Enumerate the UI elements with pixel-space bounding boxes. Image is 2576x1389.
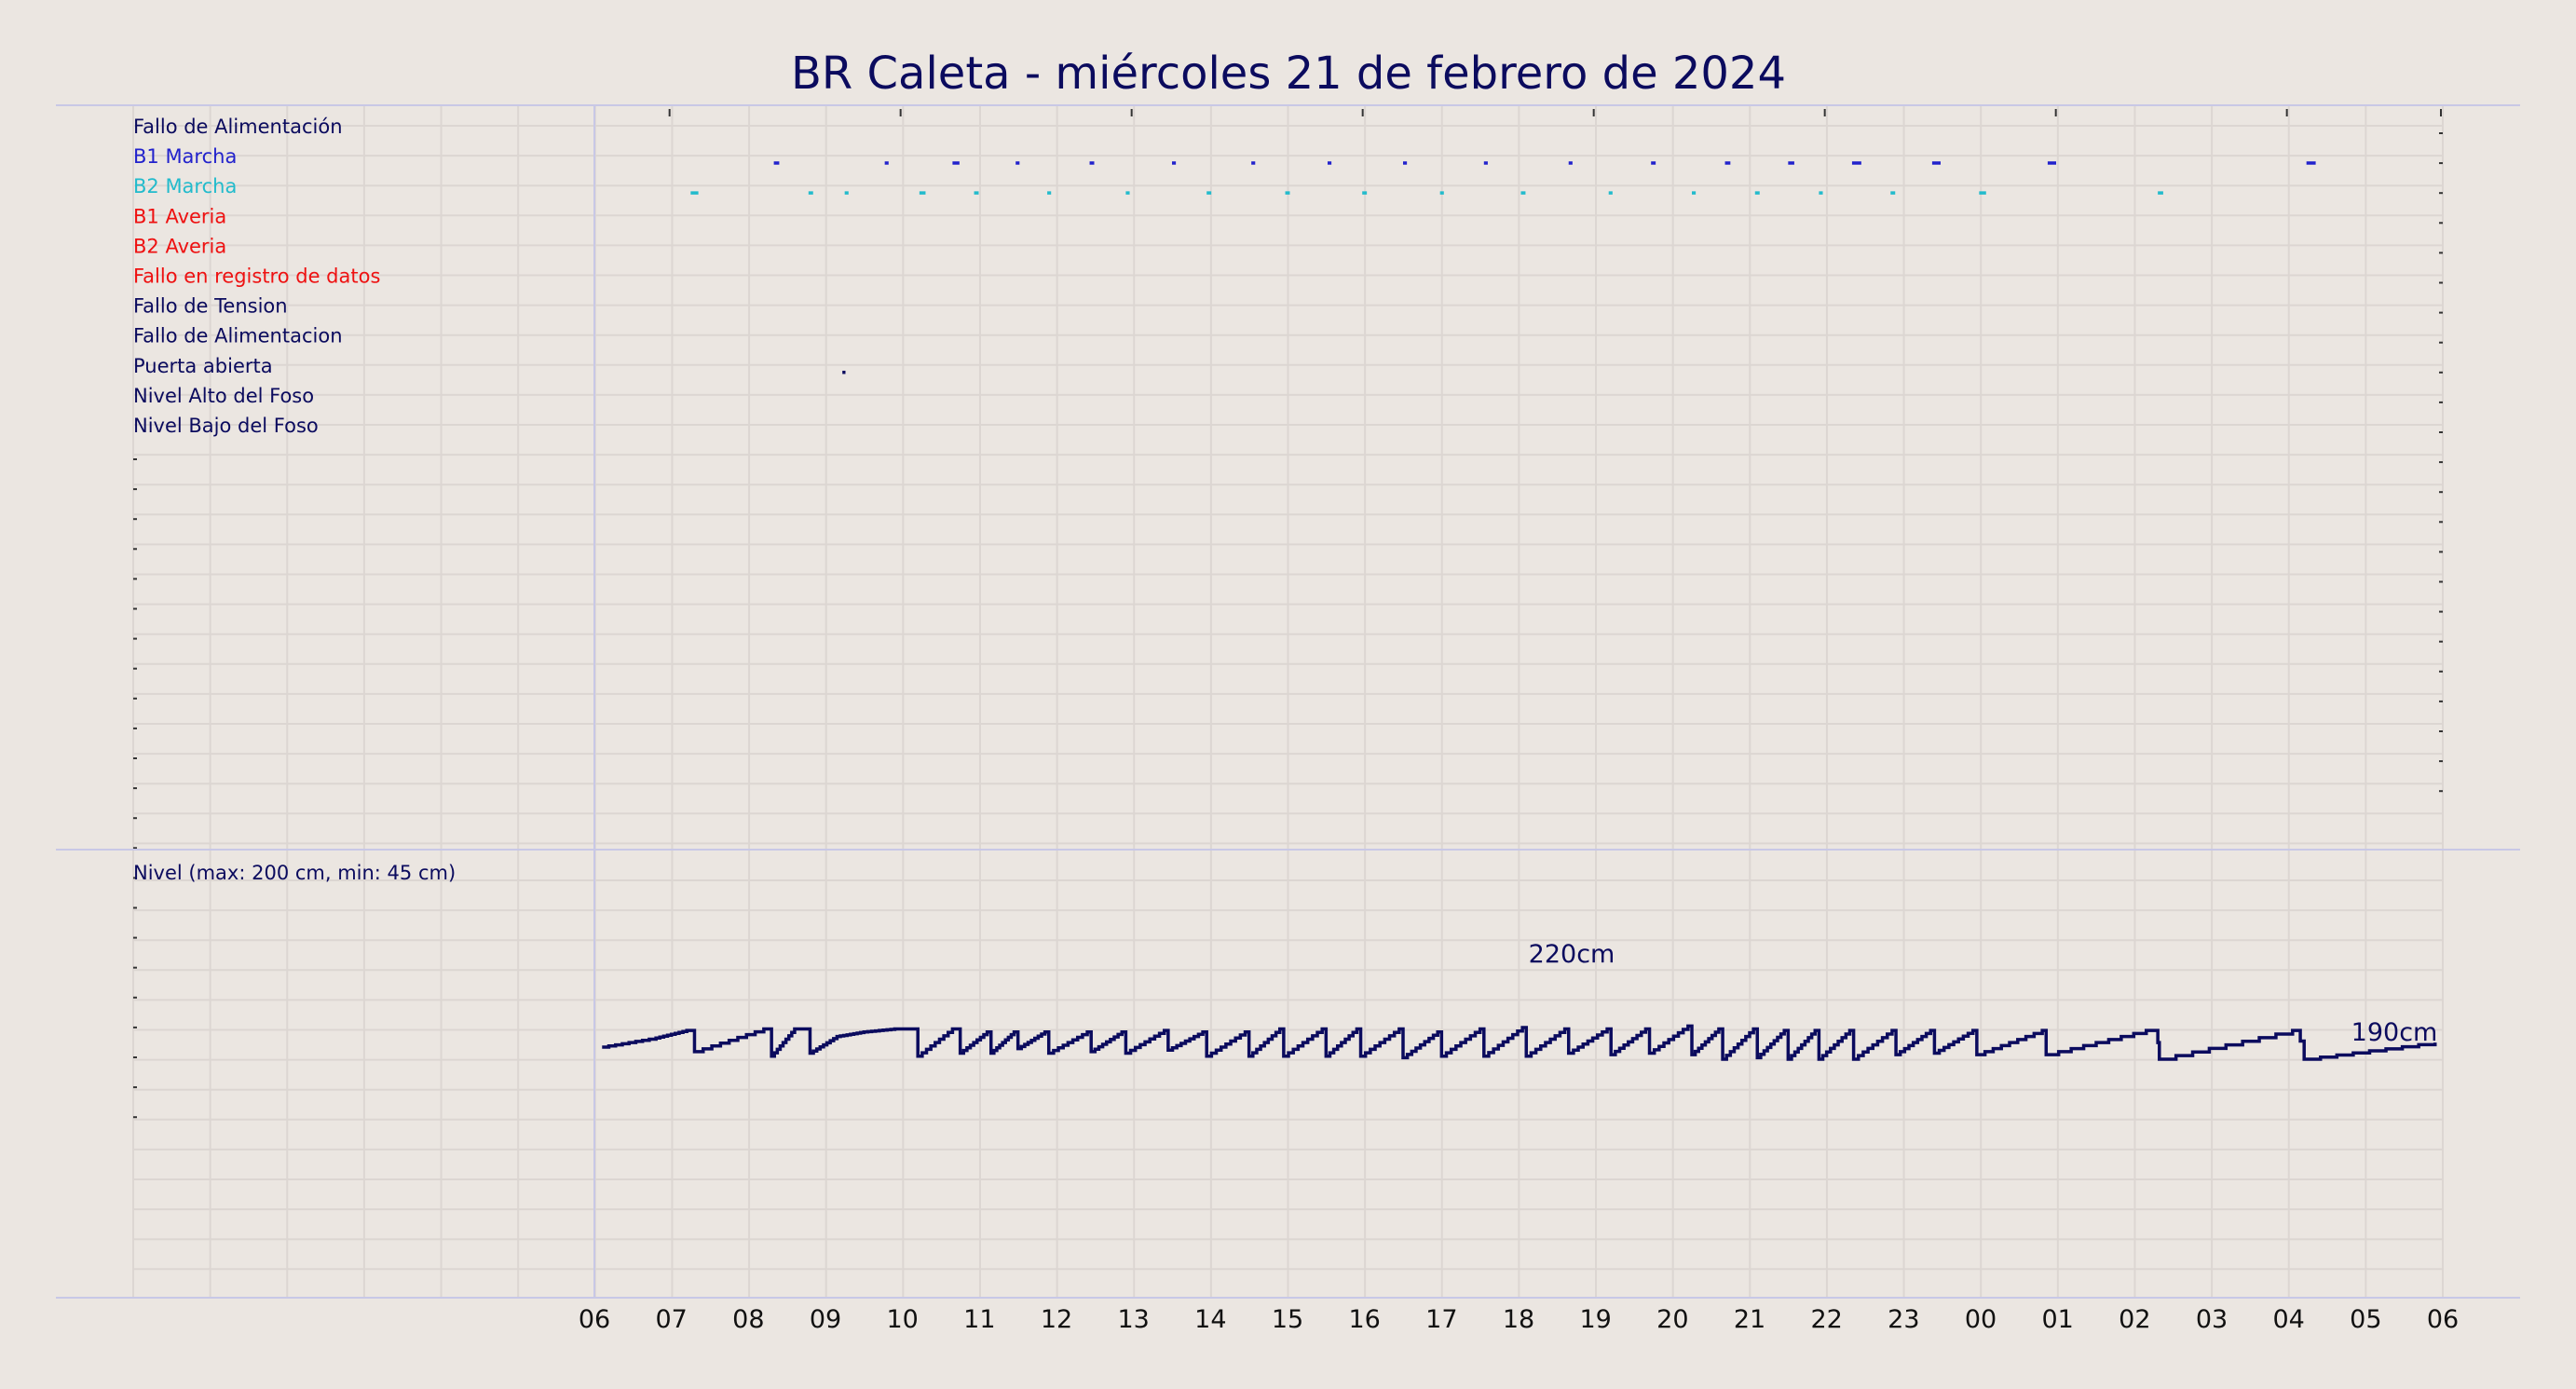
- x-tick-label: 05: [2350, 1305, 2381, 1334]
- x-tick-label: 11: [963, 1305, 995, 1334]
- last-level-annotation: 190cm: [2351, 1018, 2438, 1047]
- x-tick-label: 14: [1194, 1305, 1226, 1334]
- signal-events: [690, 161, 2316, 374]
- x-tick-label: 07: [655, 1305, 687, 1334]
- level-panel-label: Nivel (max: 200 cm, min: 45 cm): [133, 862, 456, 884]
- x-tick-label: 09: [810, 1305, 841, 1334]
- level-series-line: [602, 1024, 2437, 1061]
- x-tick-label: 03: [2196, 1305, 2228, 1334]
- x-tick-label: 06: [579, 1305, 610, 1334]
- signal-label: B2 Marcha: [133, 175, 237, 197]
- x-tick-label: 04: [2272, 1305, 2304, 1334]
- signal-label: Nivel Bajo del Foso: [133, 415, 319, 437]
- x-tick-label: 00: [1965, 1305, 1997, 1334]
- x-tick-label: 10: [886, 1305, 918, 1334]
- x-tick-label: 02: [2119, 1305, 2150, 1334]
- x-tick-label: 22: [1810, 1305, 1842, 1334]
- x-tick-label: 08: [732, 1305, 764, 1334]
- x-tick-label: 16: [1348, 1305, 1380, 1334]
- x-tick-label: 17: [1425, 1305, 1457, 1334]
- x-tick-label: 15: [1272, 1305, 1303, 1334]
- x-tick-label: 13: [1117, 1305, 1149, 1334]
- x-tick-label: 06: [2427, 1305, 2459, 1334]
- signal-label: B1 Averia: [133, 205, 226, 227]
- signal-label: B2 Averia: [133, 235, 226, 257]
- signal-label: Puerta abierta: [133, 355, 273, 377]
- chart-title: BR Caleta - miércoles 21 de febrero de 2…: [791, 48, 1786, 100]
- signal-label: Fallo de Tension: [133, 295, 288, 318]
- signal-label: Nivel Alto del Foso: [133, 385, 314, 407]
- x-axis-tick-labels: 06 07 08 09 10 11 12 13 14 15 16 17 18 19 20 21 22 23 00 01…: [579, 1305, 2459, 1334]
- signal-labels: Fallo de Alimentación B1 Marcha B2 Marcha B…: [133, 116, 380, 437]
- x-tick-label: 21: [1734, 1305, 1765, 1334]
- signal-label: Fallo de Alimentación: [133, 116, 343, 138]
- x-tick-label: 20: [1656, 1305, 1688, 1334]
- panel-frames: [56, 104, 2520, 1299]
- signal-label: B1 Marcha: [133, 145, 237, 168]
- x-tick-label: 12: [1041, 1305, 1072, 1334]
- grid-lines: [132, 105, 2444, 1298]
- x-tick-label: 18: [1503, 1305, 1534, 1334]
- max-level-annotation: 220cm: [1529, 940, 1615, 969]
- signal-label: Fallo en registro de datos: [133, 266, 380, 288]
- x-tick-label: 23: [1888, 1305, 1919, 1334]
- x-tick-label: 19: [1579, 1305, 1611, 1334]
- x-tick-label: 01: [2041, 1305, 2073, 1334]
- signal-label: Fallo de Alimentacion: [133, 325, 343, 347]
